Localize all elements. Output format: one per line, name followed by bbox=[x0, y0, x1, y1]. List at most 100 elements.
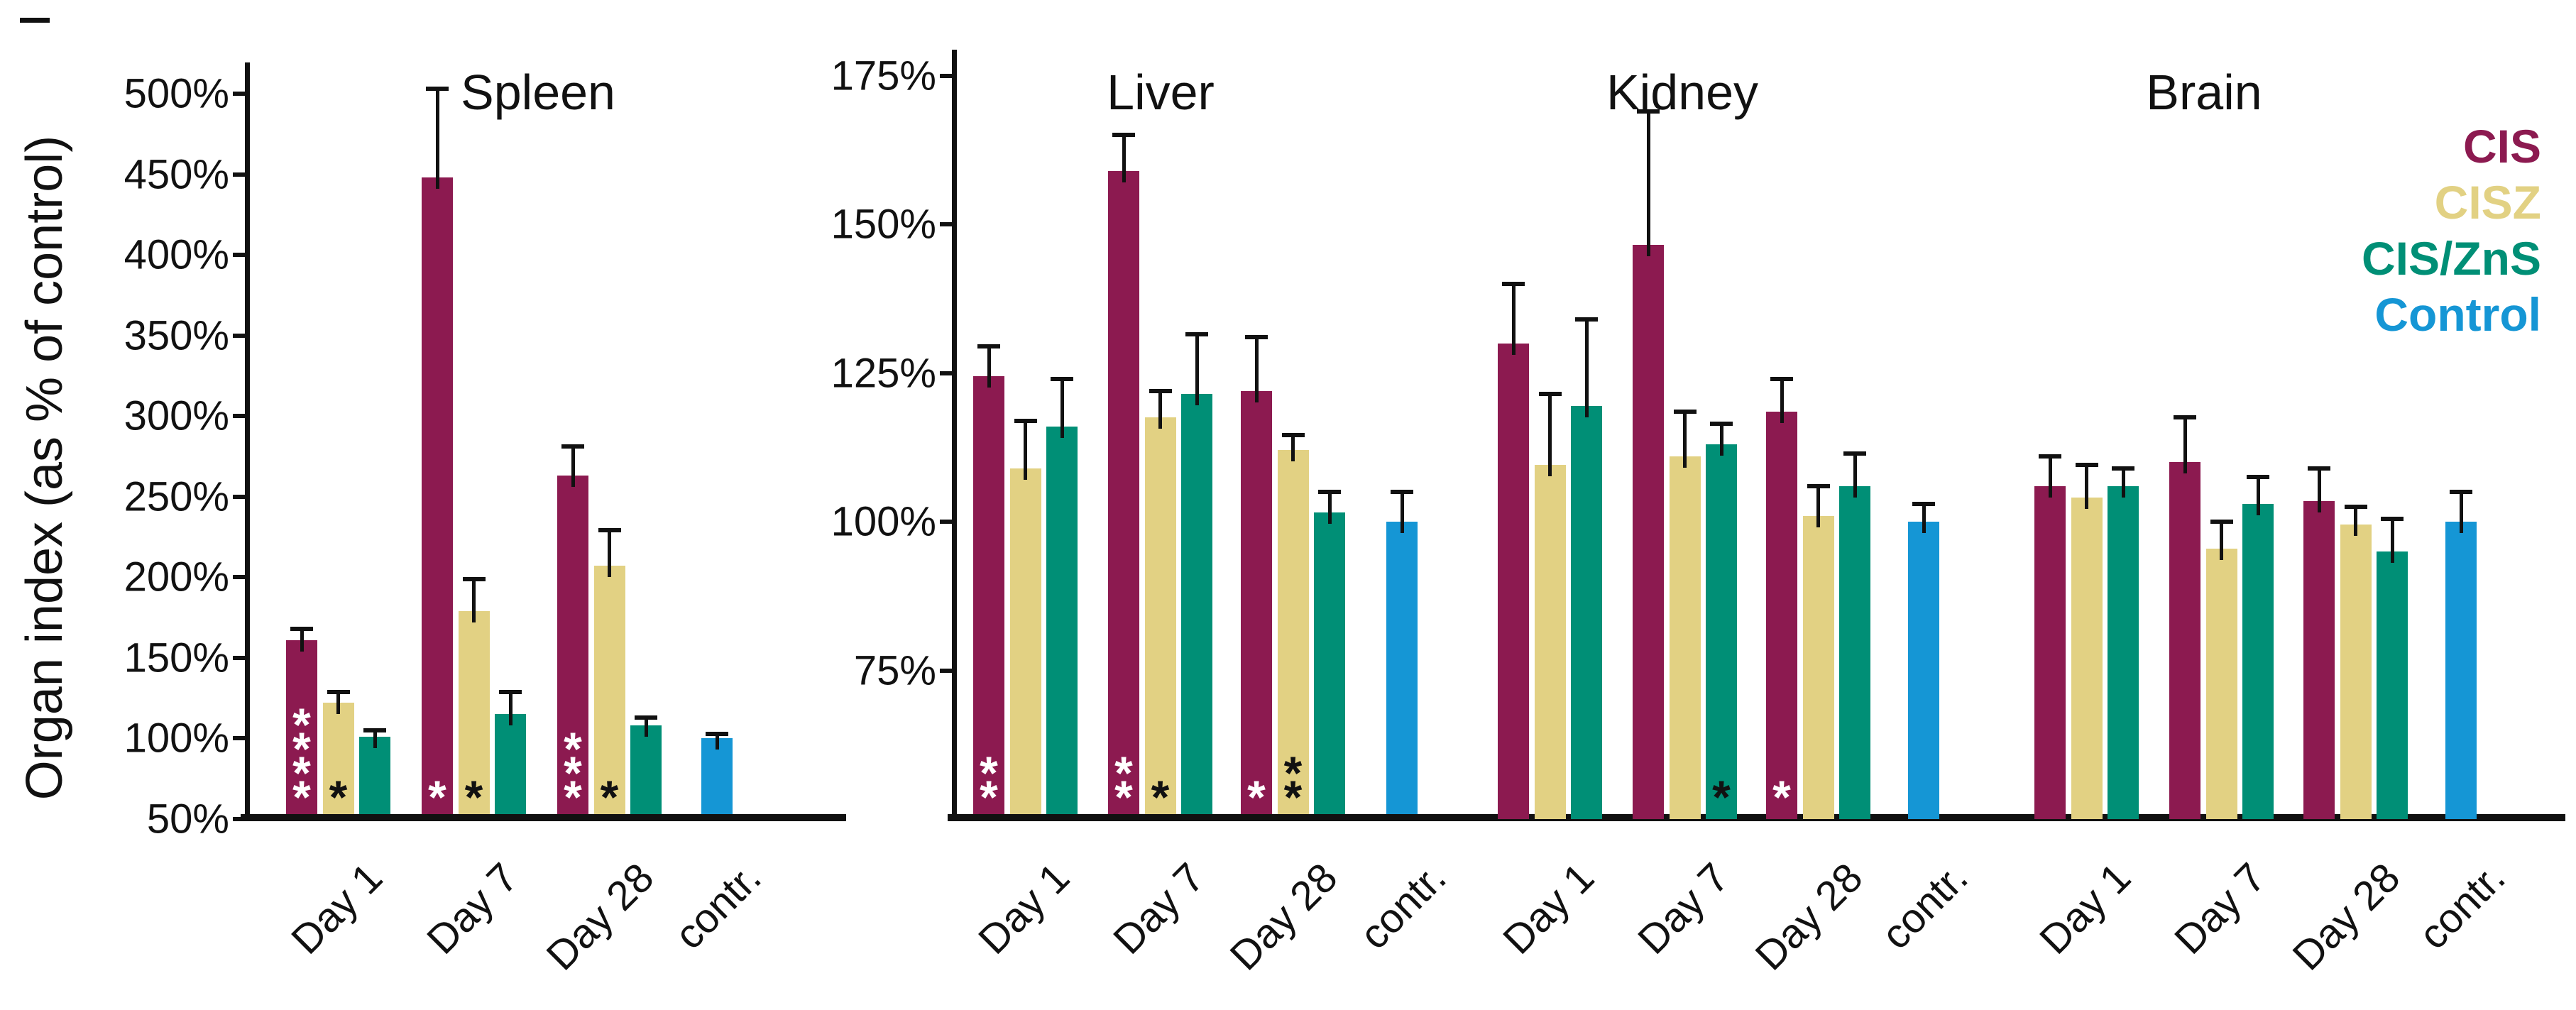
x-tick-label: Day 7 bbox=[2166, 854, 2275, 963]
error-bar-cap bbox=[2210, 520, 2233, 524]
error-bar-cap bbox=[2247, 475, 2269, 480]
error-bar-cap bbox=[635, 715, 657, 720]
error-bar-cap bbox=[1051, 376, 1073, 381]
bar-ciszns-day7 bbox=[1181, 393, 1212, 819]
bar-cisz-day7 bbox=[458, 611, 490, 819]
error-bar-cap bbox=[363, 728, 386, 733]
error-bar-line bbox=[1400, 492, 1404, 533]
error-bar-line bbox=[2256, 477, 2260, 515]
y-tick-mark bbox=[940, 520, 952, 524]
y-axis-line bbox=[952, 50, 957, 821]
y-tick-label: 125% bbox=[831, 350, 936, 396]
significance-asterisks: * bbox=[329, 771, 348, 823]
y-tick-mark bbox=[233, 253, 245, 258]
error-bar-line bbox=[2048, 456, 2052, 498]
error-bar-line bbox=[1683, 411, 1687, 468]
bar-cisz-day7 bbox=[2205, 548, 2237, 819]
bar-cis-day28 bbox=[557, 476, 588, 819]
y-tick-mark bbox=[940, 73, 952, 78]
bar-cis-day1 bbox=[2034, 485, 2066, 819]
significance-asterisks: * bbox=[464, 771, 483, 823]
x-tick-label: Day 1 bbox=[970, 854, 1079, 963]
x-tick-label: Day 7 bbox=[1105, 854, 1214, 963]
y-tick-label: 100% bbox=[124, 715, 229, 762]
y-tick-label: 350% bbox=[124, 312, 229, 359]
error-bar-cap bbox=[2450, 490, 2472, 495]
error-bar-line bbox=[300, 629, 304, 652]
error-bar-line bbox=[608, 530, 611, 578]
error-bar-cap bbox=[706, 731, 728, 736]
y-tick-mark bbox=[940, 222, 952, 226]
error-bar-line bbox=[1780, 378, 1784, 423]
bar-ciszns-day28 bbox=[1839, 485, 1870, 819]
y-tick-mark bbox=[940, 668, 952, 673]
x-tick-label: Day 7 bbox=[418, 854, 527, 963]
bar-cisz-day28 bbox=[593, 566, 625, 819]
bar-cis-day28 bbox=[1241, 390, 1272, 819]
error-bar-cap bbox=[1843, 451, 1866, 456]
error-bar-line bbox=[2317, 468, 2321, 512]
bar-cisz-day28 bbox=[1802, 515, 1834, 819]
y-tick-label: 300% bbox=[124, 393, 229, 439]
bar-cis-day1 bbox=[286, 640, 317, 819]
bar-ciszns-day1 bbox=[359, 737, 390, 819]
y-tick-label: 150% bbox=[124, 635, 229, 681]
bar-ciszns-day28 bbox=[1314, 512, 1345, 819]
error-bar-line bbox=[1511, 283, 1516, 355]
error-bar-cap bbox=[2344, 505, 2367, 510]
bar-ciszns-day7 bbox=[1706, 444, 1737, 819]
y-tick-mark bbox=[233, 333, 245, 338]
y-tick-label: 75% bbox=[853, 647, 936, 693]
x-tick-label: Day 7 bbox=[1629, 854, 1738, 963]
error-bar-cap bbox=[2112, 466, 2134, 471]
bar-cisz-day7 bbox=[1144, 417, 1176, 819]
legend-item-cisz: CISZ bbox=[2434, 176, 2541, 229]
x-axis-line bbox=[948, 814, 2565, 821]
bar-cis-day7 bbox=[422, 177, 453, 819]
y-tick-mark bbox=[233, 494, 245, 499]
error-bar-line bbox=[508, 691, 513, 726]
bar-ciszns-day28 bbox=[2377, 551, 2408, 819]
y-tick-label: 150% bbox=[831, 201, 936, 248]
panel-title-spleen: Spleen bbox=[461, 65, 615, 120]
significance-asterisks: * bbox=[428, 771, 446, 823]
error-bar-cap bbox=[1014, 418, 1037, 423]
x-tick-label: contr. bbox=[1873, 854, 1977, 958]
error-bar-line bbox=[1584, 319, 1589, 417]
panel-title-brain: Brain bbox=[2146, 65, 2262, 120]
significance-asterisks: * bbox=[1772, 771, 1791, 823]
bar-ciszns-day1 bbox=[1571, 405, 1602, 819]
error-bar-line bbox=[2085, 465, 2088, 510]
y-tick-label: 200% bbox=[124, 554, 229, 600]
x-tick-label: contr. bbox=[1351, 854, 1455, 958]
y-tick-label: 100% bbox=[831, 498, 936, 545]
error-bar-line bbox=[1060, 378, 1064, 438]
bar-cisz-day1 bbox=[1534, 465, 1566, 819]
x-tick-label: Day 28 bbox=[537, 854, 663, 979]
x-tick-label: Day 1 bbox=[1494, 854, 1604, 963]
error-bar-cap bbox=[1245, 335, 1268, 340]
y-tick-label: 450% bbox=[124, 151, 229, 198]
error-bar-cap bbox=[2308, 466, 2330, 471]
error-bar-cap bbox=[2075, 463, 2098, 468]
x-tick-label: Day 28 bbox=[1221, 854, 1347, 979]
error-bar-cap bbox=[1575, 317, 1598, 322]
error-bar-line bbox=[2354, 507, 2357, 537]
error-bar-cap bbox=[1149, 388, 1172, 393]
significance-asterisks: * * bbox=[1114, 747, 1133, 823]
error-bar-line bbox=[1922, 503, 1926, 533]
significance-asterisks: * * * bbox=[564, 723, 582, 823]
bar-ciszns-day28 bbox=[630, 725, 662, 819]
y-tick-label: 250% bbox=[124, 473, 229, 520]
error-bar-line bbox=[2121, 468, 2125, 498]
x-tick-label: Day 28 bbox=[2284, 854, 2409, 979]
y-tick-label: 400% bbox=[124, 231, 229, 278]
error-bar-line bbox=[472, 578, 476, 623]
significance-asterisks: * bbox=[600, 771, 619, 823]
y-axis-label: Organ index (as % of control) bbox=[16, 135, 74, 801]
error-bar-cap bbox=[426, 87, 449, 92]
y-tick-mark bbox=[233, 92, 245, 96]
y-axis-line bbox=[245, 62, 250, 821]
bar-control-contr bbox=[1908, 522, 1939, 819]
